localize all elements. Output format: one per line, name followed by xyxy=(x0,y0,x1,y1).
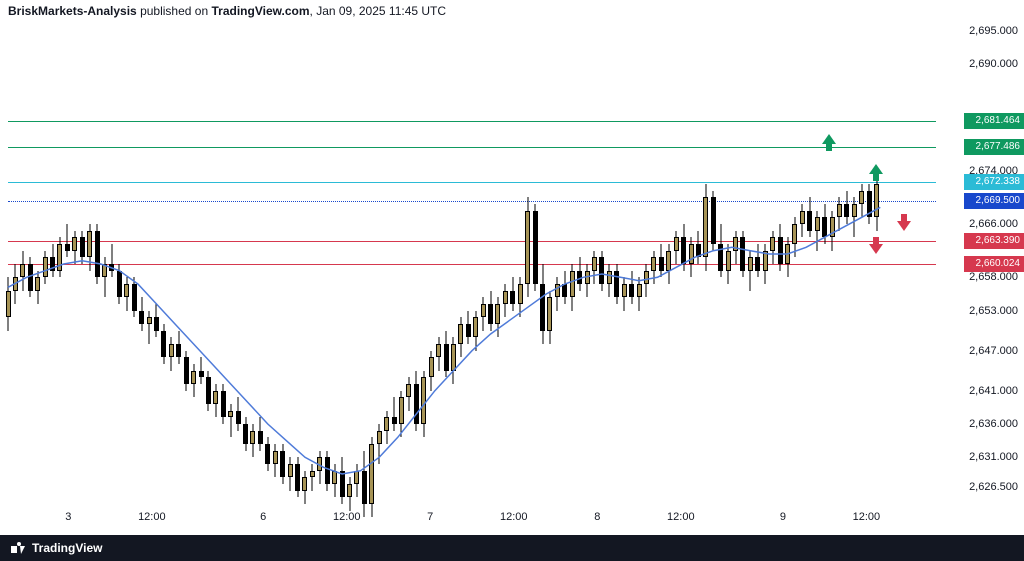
x-tick-label: 12:00 xyxy=(138,511,166,523)
y-tick-label: 2,690.000 xyxy=(969,58,1018,70)
x-tick-label: 12:00 xyxy=(853,511,881,523)
chart-header: BriskMarkets-Analysis published on Tradi… xyxy=(8,4,446,18)
tradingview-logo-icon xyxy=(10,540,26,556)
y-tick-label: 2,636.000 xyxy=(969,418,1018,430)
y-tick-label: 2,653.000 xyxy=(969,305,1018,317)
published-label: published on xyxy=(140,4,208,18)
x-tick-label: 12:00 xyxy=(500,511,528,523)
price-tag: 2,669.500 xyxy=(964,193,1024,209)
x-tick-label: 12:00 xyxy=(333,511,361,523)
y-tick-label: 2,658.000 xyxy=(969,271,1018,283)
x-axis: 3 12:00 6 12:00 7 12:00 8 12:00 9 12:00 xyxy=(8,509,936,529)
x-tick-label: 3 xyxy=(65,511,71,523)
publish-date: Jan 09, 2025 11:45 UTC xyxy=(316,4,446,18)
plot-area[interactable] xyxy=(8,24,936,504)
price-tag: 2,672.338 xyxy=(964,174,1024,190)
footer-brand-bar: TradingView xyxy=(0,535,1024,561)
y-tick-label: 2,666.000 xyxy=(969,218,1018,230)
moving-average-line xyxy=(8,24,936,504)
price-tag: 2,660.024 xyxy=(964,256,1024,272)
x-tick-label: 6 xyxy=(260,511,266,523)
y-tick-label: 2,626.500 xyxy=(969,481,1018,493)
y-axis: 2,695.0002,690.0002,674.0002,666.0002,65… xyxy=(936,24,1024,504)
x-tick-label: 9 xyxy=(780,511,786,523)
y-tick-label: 2,695.000 xyxy=(969,25,1018,37)
price-tag: 2,663.390 xyxy=(964,233,1024,249)
arrow-down-icon xyxy=(869,244,883,254)
y-tick-label: 2,631.000 xyxy=(969,451,1018,463)
price-tag: 2,677.486 xyxy=(964,139,1024,155)
author-name: BriskMarkets-Analysis xyxy=(8,4,137,18)
footer-brand-text: TradingView xyxy=(32,541,102,555)
y-tick-label: 2,641.000 xyxy=(969,385,1018,397)
arrow-down-icon xyxy=(897,221,911,231)
x-tick-label: 8 xyxy=(594,511,600,523)
y-tick-label: 2,647.000 xyxy=(969,345,1018,357)
x-tick-label: 7 xyxy=(427,511,433,523)
arrow-up-icon xyxy=(869,164,883,174)
arrow-up-icon xyxy=(822,134,836,144)
chart-container: BriskMarkets-Analysis published on Tradi… xyxy=(0,0,1024,561)
price-tag: 2,681.464 xyxy=(964,113,1024,129)
x-tick-label: 12:00 xyxy=(667,511,695,523)
site-name: TradingView.com xyxy=(211,4,309,18)
